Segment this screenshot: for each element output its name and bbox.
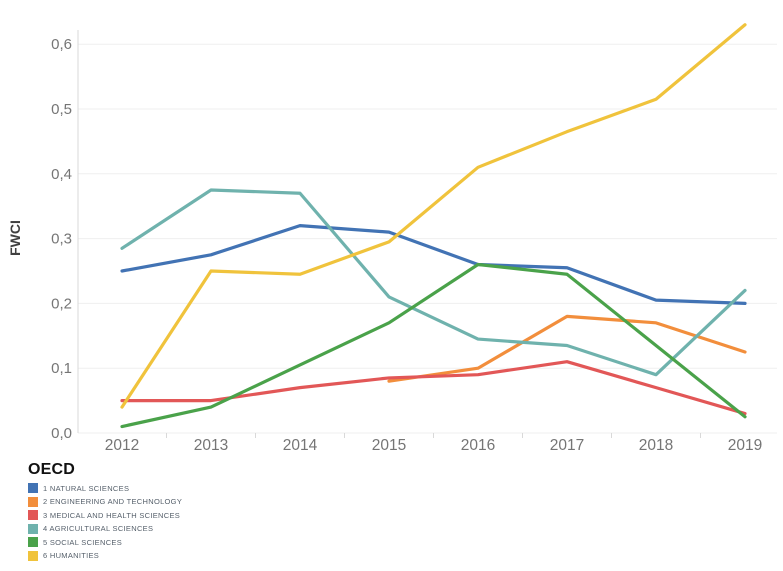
y-axis-tick-label: 0,5 bbox=[51, 101, 72, 118]
legend-item-label: 4 AGRICULTURAL SCIENCES bbox=[43, 524, 154, 533]
y-axis-tick-label: 0,4 bbox=[51, 166, 72, 183]
legend-swatch-icon bbox=[28, 550, 38, 561]
x-axis-tick-label: 2018 bbox=[639, 437, 673, 454]
x-axis-tick-label: 2013 bbox=[194, 437, 228, 454]
y-axis-tick-label: 0,6 bbox=[51, 36, 72, 53]
legend-title: OECD bbox=[28, 461, 76, 478]
x-axis-tick-label: 2014 bbox=[283, 437, 318, 454]
legend-item-label: 6 HUMANITIES bbox=[43, 551, 100, 560]
legend-swatch-icon bbox=[28, 537, 38, 547]
legend: OECD 1 NATURAL SCIENCES 2 ENGINEERING AND… bbox=[28, 461, 328, 564]
y-axis-title: FWCI bbox=[7, 220, 23, 256]
legend-swatch-icon bbox=[28, 510, 38, 520]
x-axis-tick-label: 2019 bbox=[728, 437, 762, 454]
y-axis-tick-label: 0,1 bbox=[51, 360, 72, 377]
chart-canvas: 0,0 0,1 0,2 0,3 0,4 0,5 0,6 2012 2013 2014 2015 201… bbox=[7, 23, 777, 454]
x-axis-tick-label: 2012 bbox=[105, 437, 139, 454]
legend-swatch-icon bbox=[28, 496, 38, 507]
y-axis-tick-label: 0,2 bbox=[51, 295, 72, 312]
legend-item-label: 2 ENGINEERING AND TECHNOLOGY bbox=[43, 497, 183, 506]
legend-item-label: 1 NATURAL SCIENCES bbox=[43, 483, 130, 493]
y-axis-tick-label: 0,3 bbox=[51, 231, 72, 248]
legend-item-label: 5 SOCIAL SCIENCES bbox=[43, 537, 123, 547]
fwci-line-chart: 0,0 0,1 0,2 0,3 0,4 0,5 0,6 2012 2013 2014 2015 201… bbox=[7, 23, 777, 454]
legend-swatch-icon bbox=[28, 483, 38, 493]
series-line-1-natural-sciences bbox=[120, 224, 747, 305]
series-line-5-social-sciences bbox=[120, 262, 747, 429]
series-line-2-engineering-and-technology bbox=[387, 314, 747, 383]
x-axis-tick-label: 2015 bbox=[372, 437, 406, 454]
legend-item: 4 AGRICULTURAL SCIENCES bbox=[28, 523, 328, 534]
legend-swatch-icon bbox=[28, 523, 38, 534]
legend-items: 1 NATURAL SCIENCES 2 ENGINEERING AND TECH… bbox=[28, 483, 328, 561]
legend-item: 5 SOCIAL SCIENCES bbox=[28, 537, 328, 547]
series-line-4-agricultural-sciences bbox=[120, 188, 747, 377]
series-line-6-humanities bbox=[120, 23, 747, 409]
legend-item: 6 HUMANITIES bbox=[28, 550, 328, 561]
legend-item: 3 MEDICAL AND HEALTH SCIENCES bbox=[28, 510, 328, 520]
legend-item: 2 ENGINEERING AND TECHNOLOGY bbox=[28, 496, 328, 507]
x-axis-tick-label: 2016 bbox=[461, 437, 495, 454]
x-axis-tick-label: 2017 bbox=[550, 437, 584, 454]
legend-item-label: 3 MEDICAL AND HEALTH SCIENCES bbox=[43, 510, 181, 520]
legend-item: 1 NATURAL SCIENCES bbox=[28, 483, 328, 493]
y-axis-tick-label: 0,0 bbox=[51, 425, 72, 442]
